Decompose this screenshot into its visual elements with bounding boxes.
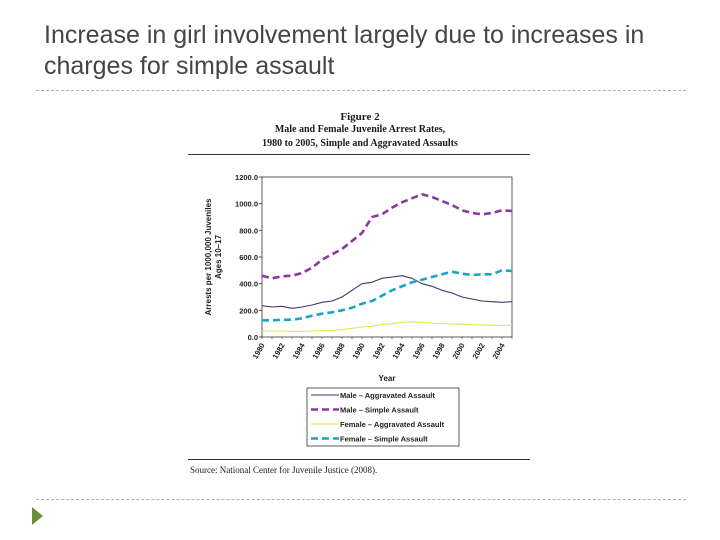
x-tick-label: 1998 xyxy=(431,342,447,361)
x-tick-label: 1988 xyxy=(331,342,347,361)
series-line-1 xyxy=(261,275,513,309)
figure-number: Figure 2 xyxy=(340,111,380,123)
x-tick-label: 2004 xyxy=(491,341,508,361)
legend-frame xyxy=(306,387,460,447)
y-tick-label: 600.0 xyxy=(239,253,258,262)
x-tick-label: 2000 xyxy=(451,342,467,361)
x-tick-label: 1984 xyxy=(291,341,308,361)
bullet-arrow-icon xyxy=(32,507,43,525)
y-tick-label: 800.0 xyxy=(239,226,258,235)
y-tick-label: 200.0 xyxy=(239,306,258,315)
slide-title: Increase in girl involvement largely due… xyxy=(44,21,645,80)
x-tick-label: 1994 xyxy=(391,341,408,361)
figure-source: Source: National Center for Juvenile Jus… xyxy=(190,465,378,475)
legend-entry: Male – Simple Assault xyxy=(340,406,419,415)
y-tick-label: 1000.0 xyxy=(235,200,258,209)
figure-subtitle-line1: Male and Female Juvenile Arrest Rates, xyxy=(274,124,446,135)
x-tick-label: 1990 xyxy=(351,342,367,361)
figure-top-rule xyxy=(188,154,530,155)
y-tick-label: 0.0 xyxy=(248,333,258,342)
legend-entry: Female – Simple Assault xyxy=(340,435,428,444)
y-tick-label: 400.0 xyxy=(239,280,258,289)
chart-legend: Male – Aggravated Assault Male – Simple A… xyxy=(306,387,460,447)
y-axis-label: Arrests per 1000,000 JuvenilesAges 10–17 xyxy=(204,198,223,316)
x-tick-label: 1980 xyxy=(251,342,267,361)
top-divider xyxy=(36,90,686,91)
series-line-3 xyxy=(262,321,512,332)
x-tick-label: 2002 xyxy=(471,342,487,361)
figure-bottom-rule xyxy=(188,459,530,460)
legend-entry: Male – Aggravated Assault xyxy=(340,391,435,400)
x-tick-label: 1982 xyxy=(271,342,287,361)
x-tick-label: 1992 xyxy=(371,342,387,361)
x-tick-label: 1986 xyxy=(311,342,327,361)
bottom-divider xyxy=(36,499,686,500)
x-tick-label: 1996 xyxy=(411,342,427,361)
plot-frame xyxy=(261,176,513,338)
figure-subtitle-line2: 1980 to 2005, Simple and Aggravated Assa… xyxy=(262,138,458,149)
y-tick-label: 1200.0 xyxy=(235,173,258,182)
series-line-2 xyxy=(261,193,513,280)
legend-entry: Female – Aggravated Assault xyxy=(340,420,445,429)
x-axis-label: Year xyxy=(379,374,396,383)
